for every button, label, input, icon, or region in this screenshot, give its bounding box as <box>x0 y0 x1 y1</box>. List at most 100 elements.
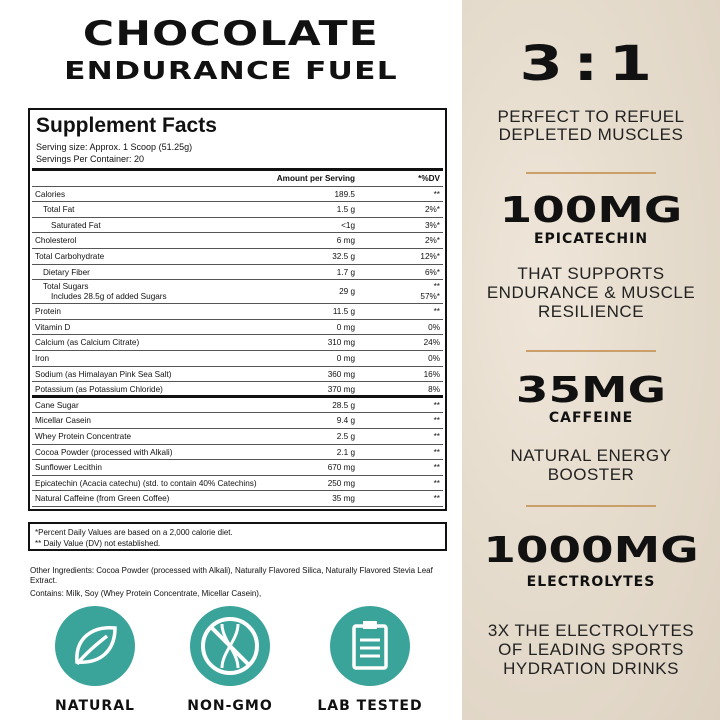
product-title-line2: ENDURANCE FUEL <box>64 56 398 85</box>
nutrient-name: Micellar Casein <box>35 416 91 426</box>
badge-nongmo-label: NON-GMO <box>187 698 273 714</box>
daily-value: ** 57%* <box>420 282 440 302</box>
daily-value: 16% <box>423 369 440 379</box>
footnote: *Percent Daily Values are based on a 2,0… <box>35 528 233 537</box>
supplement-facts-panel: Supplement Facts Serving size: Approx. 1… <box>28 108 447 511</box>
daily-value: ** <box>433 431 440 441</box>
amount: 310 mg <box>327 338 355 348</box>
epicatechin-text: RESILIENCE <box>537 302 645 321</box>
epicatechin-heading: 100MG <box>499 190 683 231</box>
daily-value: 3%* <box>424 220 440 230</box>
badge-labtested-label: LAB TESTED <box>317 698 423 714</box>
left-panel: CHOCOLATE ENDURANCE FUEL Supplement Fact… <box>28 14 447 714</box>
daily-value: 0% <box>428 322 440 332</box>
table-row: Saturated Fat <1g 3%* <box>32 218 443 234</box>
facts-table: Amount per Serving *%DV Calories 189.5 ** T… <box>32 168 443 507</box>
daily-value: 8% <box>428 385 440 395</box>
amount: 11.5 g <box>332 307 355 317</box>
electrolytes-text: OF LEADING SPORTS <box>498 640 684 659</box>
table-row: Cocoa Powder (processed with Alkali) 2.1 … <box>32 445 443 461</box>
footnote: ** Daily Value (DV) not established. <box>35 539 161 548</box>
epicatechin-text: THAT SUPPORTS <box>517 264 665 283</box>
nutrient-name: Sodium (as Himalayan Pink Sea Salt) <box>35 369 172 379</box>
nutrient-name: Total Carbohydrate <box>35 251 105 261</box>
ratio-heading: 3:1 <box>519 36 663 92</box>
daily-value: 2%* <box>424 205 440 215</box>
table-row: Cholesterol 6 mg 2%* <box>32 233 443 249</box>
other-ingredients: Other Ingredients: Cocoa Powder (process… <box>30 566 433 585</box>
electrolytes-sub: ELECTROLYTES <box>526 574 656 590</box>
amount: 32.5 g <box>332 251 355 261</box>
leaf-icon <box>55 606 135 686</box>
table-row: Total Carbohydrate 32.5 g 12%* <box>32 249 443 265</box>
amount: 670 mg <box>327 463 355 473</box>
badge-natural-label: NATURAL <box>55 698 135 714</box>
facts-title: Supplement Facts <box>36 114 217 137</box>
table-row: Epicatechin (Acacia catechu) (std. to co… <box>32 476 443 492</box>
daily-value: 24% <box>423 338 440 348</box>
amount: 0 mg <box>336 322 355 332</box>
no-dna-icon <box>190 606 270 686</box>
contains: Contains: Milk, Soy (Whey Protein Concen… <box>30 589 262 598</box>
table-row: Dietary Fiber 1.7 g 6%* <box>32 265 443 281</box>
table-row: Vitamin D 0 mg 0% <box>32 320 443 336</box>
ratio-text: DEPLETED MUSCLES <box>498 125 684 144</box>
nutrient-name: Calories <box>35 189 66 199</box>
serving-size: Serving size: Approx. 1 Scoop (51.25g) <box>36 142 193 152</box>
amount: 250 mg <box>327 478 355 488</box>
electrolytes-text: HYDRATION DRINKS <box>503 659 679 678</box>
nutrient-name: Total Sugars Includes 28.5g of added Suga… <box>43 282 167 302</box>
table-row: Calcium (as Calcium Citrate) 310 mg 24% <box>32 335 443 351</box>
nutrient-name: Protein <box>35 307 61 317</box>
caffeine-heading: 35MG <box>515 370 667 411</box>
table-row: Iron 0 mg 0% <box>32 351 443 367</box>
table-row: Natural Caffeine (from Green Coffee) 35 m… <box>32 491 443 507</box>
daily-value: 0% <box>428 353 440 363</box>
nutrient-name: Potassium (as Potassium Chloride) <box>35 385 163 395</box>
amount: 1.7 g <box>336 267 355 277</box>
col-dv: *%DV <box>418 174 440 183</box>
table-row: Sodium (as Himalayan Pink Sea Salt) 360 m… <box>32 367 443 383</box>
electrolytes-heading: 1000MG <box>483 530 699 571</box>
epicatechin-sub: EPICATECHIN <box>533 231 649 247</box>
nutrient-name: Sunflower Lecithin <box>35 463 102 473</box>
nutrient-name: Saturated Fat <box>51 220 101 230</box>
amount: 370 mg <box>327 385 355 395</box>
servings-per-container: Servings Per Container: 20 <box>36 154 145 164</box>
amount: <1g <box>341 220 355 230</box>
table-row: Potassium (as Potassium Chloride) 370 mg 8… <box>32 382 443 398</box>
daily-value: ** <box>433 494 440 504</box>
table-header: Amount per Serving *%DV <box>32 171 443 187</box>
nutrient-name: Vitamin D <box>35 322 71 332</box>
table-row: Micellar Casein 9.4 g ** <box>32 413 443 429</box>
amount: 360 mg <box>327 369 355 379</box>
product-title-line1: CHOCOLATE <box>82 14 380 54</box>
divider <box>526 350 656 352</box>
table-row: Total Fat 1.5 g 2%* <box>32 202 443 218</box>
caffeine-text: NATURAL ENERGY <box>510 446 672 465</box>
table-row: Whey Protein Concentrate 2.5 g ** <box>32 429 443 445</box>
nutrient-name: Calcium (as Calcium Citrate) <box>35 338 140 348</box>
daily-value: ** <box>433 478 440 488</box>
amount: 35 mg <box>332 494 355 504</box>
nutrient-name: Cane Sugar <box>35 400 79 410</box>
table-row: Sunflower Lecithin 670 mg ** <box>32 460 443 476</box>
daily-value: ** <box>433 189 440 199</box>
table-row: Calories 189.5 ** <box>32 187 443 203</box>
nutrient-name: Whey Protein Concentrate <box>35 431 132 441</box>
nutrient-name: Cocoa Powder (processed with Alkali) <box>35 447 173 457</box>
footnote-box: *Percent Daily Values are based on a 2,0… <box>28 522 447 551</box>
caffeine-sub: CAFFEINE <box>548 410 634 426</box>
nutrient-name: Iron <box>35 353 50 363</box>
clipboard-icon <box>330 606 410 686</box>
amount: 2.1 g <box>336 447 355 457</box>
amount: 28.5 g <box>332 400 355 410</box>
divider <box>526 505 656 507</box>
nutrient-name: Cholesterol <box>35 236 77 246</box>
table-row: Protein 11.5 g ** <box>32 304 443 320</box>
daily-value: 12%* <box>420 251 440 261</box>
amount: 9.4 g <box>336 416 355 426</box>
daily-value: ** <box>433 463 440 473</box>
nutrient-name: Total Fat <box>43 205 75 215</box>
amount: 6 mg <box>336 236 355 246</box>
